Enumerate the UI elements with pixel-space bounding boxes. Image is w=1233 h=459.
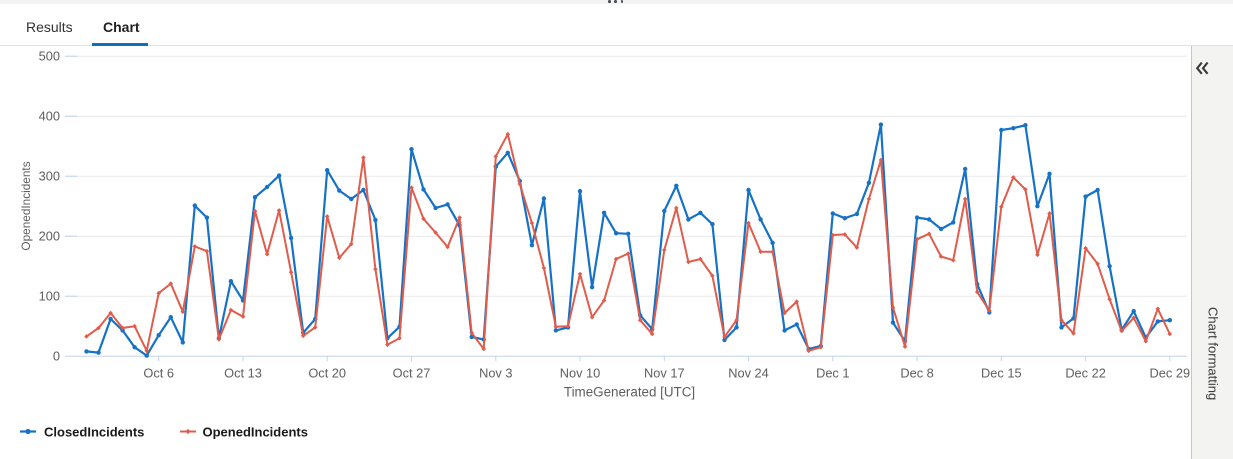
svg-text:400: 400	[39, 108, 60, 123]
svg-text:500: 500	[39, 48, 60, 63]
svg-text:200: 200	[39, 228, 60, 243]
svg-text:Dec 1: Dec 1	[816, 366, 849, 381]
svg-text:Oct 6: Oct 6	[143, 366, 174, 381]
svg-text:Nov 24: Nov 24	[728, 366, 769, 381]
svg-text:Dec 22: Dec 22	[1065, 366, 1106, 381]
svg-text:Chart formatting: Chart formatting	[1206, 307, 1221, 400]
svg-text:Oct 27: Oct 27	[393, 366, 431, 381]
svg-text:TimeGenerated [UTC]: TimeGenerated [UTC]	[564, 385, 695, 400]
svg-text:300: 300	[39, 168, 60, 183]
svg-text:Nov 17: Nov 17	[644, 366, 685, 381]
svg-text:Dec 8: Dec 8	[900, 366, 933, 381]
svg-text:Oct 20: Oct 20	[308, 366, 346, 381]
svg-text:Oct 13: Oct 13	[224, 366, 262, 381]
svg-text:OpenedIncidents: OpenedIncidents	[19, 161, 33, 250]
svg-text:Nov 3: Nov 3	[479, 366, 512, 381]
svg-text:Dec 29: Dec 29	[1150, 366, 1191, 381]
svg-text:100: 100	[39, 288, 60, 303]
svg-text:ClosedIncidents: ClosedIncidents	[44, 425, 144, 440]
svg-text:0: 0	[53, 348, 60, 363]
svg-text:Nov 10: Nov 10	[560, 366, 601, 381]
svg-text:OpenedIncidents: OpenedIncidents	[203, 425, 308, 440]
svg-text:Dec 15: Dec 15	[981, 366, 1022, 381]
